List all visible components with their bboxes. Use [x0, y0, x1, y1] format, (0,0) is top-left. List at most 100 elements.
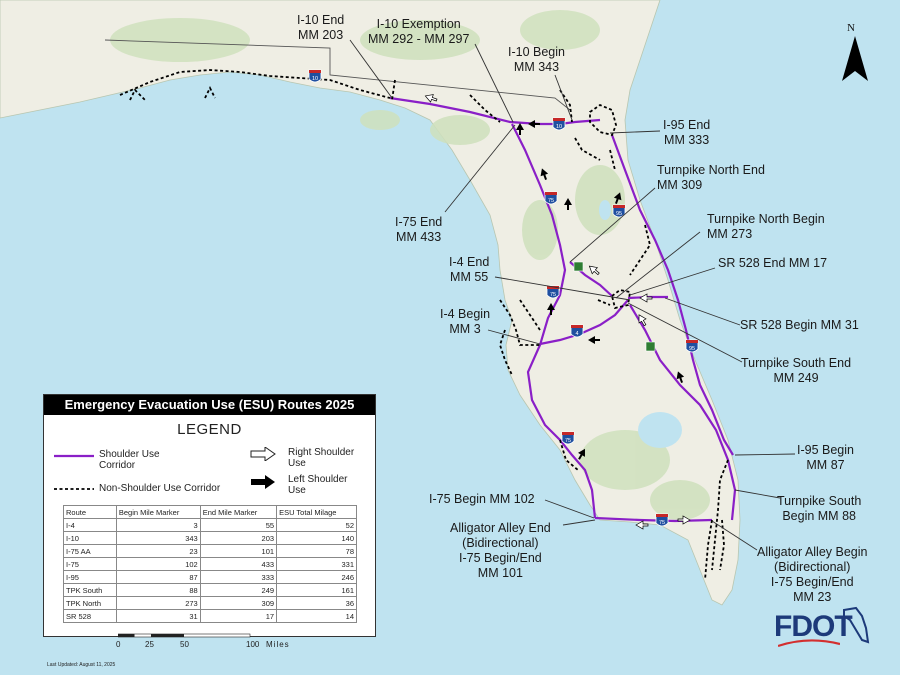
shield-number: 75 [548, 198, 554, 204]
route-cell: 87 [115, 570, 201, 584]
interstate-shields: 10 10 75 95 75 4 95 75 75 [308, 69, 699, 527]
callout-sr528-begin: SR 528 Begin MM 31 [740, 318, 859, 332]
shield-number: 75 [550, 292, 556, 298]
route-cell: 161 [276, 583, 357, 597]
route-cell: 88 [115, 583, 201, 597]
north-label: N [847, 22, 855, 34]
route-row: TPK North 273 309 36 [63, 596, 357, 610]
shield-number: 75 [659, 520, 665, 526]
route-cell: 273 [115, 596, 201, 610]
table-header-cell: ESU Total Milage [276, 505, 357, 519]
callout-i10-exemption: I-10 Exemption MM 292 - MM 297 [368, 17, 470, 46]
route-row: I-4 3 55 52 [63, 518, 357, 532]
route-cell: 31 [115, 609, 201, 623]
route-table-header: Route Begin Mile Marker End Mile Marker … [63, 505, 357, 519]
route-cell: 246 [276, 570, 357, 584]
route-cell: 14 [276, 609, 357, 623]
legend-shoulder-use: Shoulder Use Corridor [99, 449, 160, 471]
callout-i95-end: I-95 End MM 333 [663, 118, 711, 147]
i4-shoulder-corridor [539, 299, 629, 346]
route-cell: I-95 [63, 570, 117, 584]
florida-outline-icon [843, 606, 870, 644]
callout-alligator-alley-end: Alligator Alley End (Bidirectional) I-75 B… [450, 521, 551, 580]
route-cell: 331 [276, 557, 357, 571]
fdot-logo: FDOT [774, 610, 853, 643]
lake [599, 200, 611, 220]
callout-i75-end: I-75 End MM 433 [395, 215, 443, 244]
lake-okeechobee [638, 412, 682, 448]
callout-i95-begin: I-95 Begin MM 87 [797, 443, 854, 472]
callout-alligator-alley-begin: Alligator Alley Begin (Bidirectional) I-75… [757, 545, 868, 604]
turnpike-shield [573, 261, 584, 272]
land-mass [0, 0, 741, 606]
legend-panel: Emergency Evacuation Use (ESU) Routes 20… [43, 394, 376, 637]
callout-turnpike-south-begin: Turnpike South Begin MM 88 [777, 494, 862, 523]
callout-leaders [349, 39, 796, 551]
route-row: I-75 102 433 331 [63, 557, 357, 571]
route-cell: I-4 [63, 518, 117, 532]
i75-shoulder-corridor [511, 123, 597, 519]
non-shoulder-corridors [119, 69, 729, 581]
route-row: I-95 87 333 246 [63, 570, 357, 584]
scale-bar [118, 633, 251, 638]
callout-i75-begin: I-75 Begin MM 102 [429, 492, 535, 506]
scale-tick: 100 [246, 640, 260, 649]
shoulder-use-swatch [54, 454, 94, 458]
callout-i4-end: I-4 End MM 55 [449, 255, 490, 284]
legend-right-shoulder: Right Shoulder Use [288, 447, 355, 469]
route-cell: 249 [199, 583, 278, 597]
route-cell: 343 [115, 531, 201, 545]
state-boundary [104, 39, 571, 111]
table-header-cell: Begin Mile Marker [115, 505, 201, 519]
shield-number: 95 [616, 211, 622, 217]
route-cell: 55 [199, 518, 278, 532]
route-cell: 23 [115, 544, 201, 558]
callout-sr528-end: SR 528 End MM 17 [718, 256, 828, 270]
route-cell: I-10 [63, 531, 117, 545]
route-cell: 3 [115, 518, 201, 532]
callout-i4-begin: I-4 Begin MM 3 [440, 307, 491, 336]
right-shoulder-arrow-icon [250, 447, 276, 461]
left-shoulder-arrow-icon [251, 475, 275, 489]
callout-turnpike-north-begin: Turnpike North Begin MM 273 [707, 212, 825, 241]
route-row: I-10 343 203 140 [63, 531, 357, 545]
scale-unit: Miles [266, 640, 290, 649]
shield-number: 95 [689, 346, 695, 352]
route-cell: 433 [199, 557, 278, 571]
route-cell: TPK South [63, 583, 117, 597]
right-shoulder-arrows [424, 94, 691, 530]
scale-tick: 50 [180, 640, 189, 649]
route-table: Route Begin Mile Marker End Mile Marker … [63, 505, 357, 623]
table-header-cell: End Mile Marker [199, 505, 278, 519]
route-cell: 52 [276, 518, 357, 532]
callout-i10-begin: I-10 Begin MM 343 [508, 45, 565, 74]
route-cell: 102 [115, 557, 201, 571]
turnpike-shield [645, 341, 656, 352]
route-cell: 309 [199, 596, 278, 610]
route-cell: 78 [276, 544, 357, 558]
route-row: TPK South 88 249 161 [63, 583, 357, 597]
route-cell: 101 [199, 544, 278, 558]
non-shoulder-swatch [54, 488, 94, 490]
route-row: I-75 AA 23 101 78 [63, 544, 357, 558]
left-shoulder-arrows [516, 120, 685, 460]
route-cell: 203 [199, 531, 278, 545]
route-cell: I-75 [63, 557, 117, 571]
callout-turnpike-north-end: Turnpike North End MM 309 [657, 163, 765, 192]
last-updated: Last Updated: August 11, 2025 [47, 662, 116, 668]
legend-left-shoulder: Left Shoulder Use [288, 474, 348, 496]
shield-number: 10 [556, 124, 562, 130]
legend-non-shoulder-use: Non-Shoulder Use Corridor [99, 483, 221, 494]
i10-shoulder-corridor [389, 96, 601, 126]
callout-i10-end: I-10 End MM 203 [297, 13, 345, 42]
forest-areas [110, 10, 710, 520]
shield-number: 10 [312, 76, 318, 82]
shield-number: 75 [565, 438, 571, 444]
route-cell: TPK North [63, 596, 117, 610]
table-header-cell: Route [63, 505, 117, 519]
shield-number: 4 [575, 331, 578, 337]
legend-heading: LEGEND [177, 421, 242, 438]
fdot-swoosh-icon [778, 639, 840, 648]
route-cell: 36 [276, 596, 357, 610]
